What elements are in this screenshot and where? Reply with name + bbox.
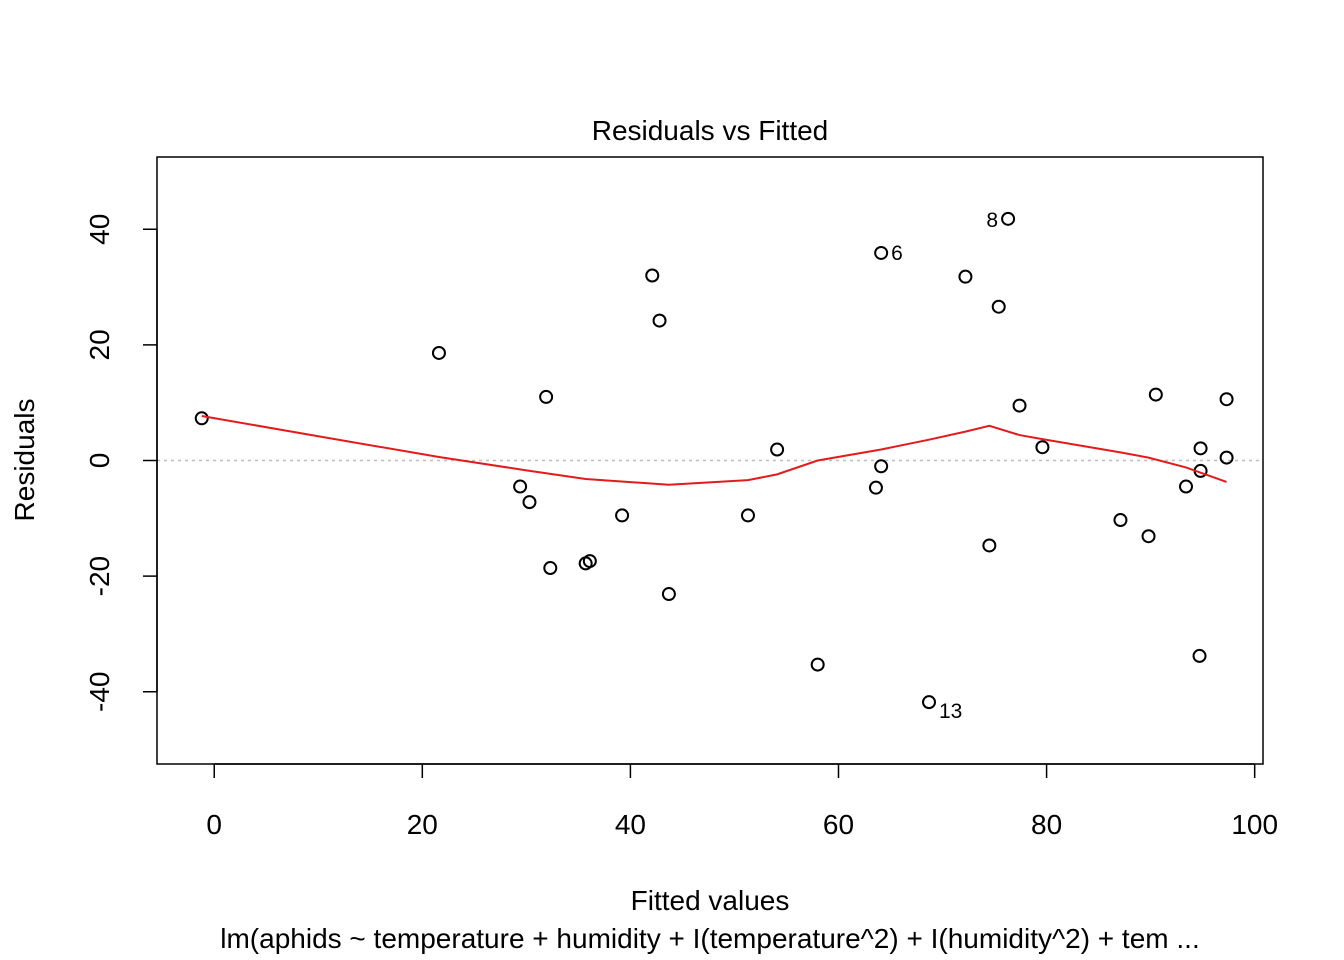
x-tick-label: 0 bbox=[206, 809, 222, 840]
x-axis-label: Fitted values bbox=[631, 885, 790, 916]
plot-area: 6 13 8 bbox=[157, 209, 1263, 723]
x-tick-label: 40 bbox=[615, 809, 646, 840]
data-point bbox=[652, 313, 667, 328]
data-point bbox=[1219, 392, 1234, 407]
data-point bbox=[1193, 441, 1208, 456]
data-point bbox=[645, 268, 660, 283]
data-point bbox=[922, 695, 937, 710]
data-point bbox=[1035, 440, 1050, 455]
data-point bbox=[1113, 513, 1128, 528]
y-tick-label: 40 bbox=[84, 214, 115, 245]
data-point bbox=[543, 561, 558, 576]
x-tick-label: 80 bbox=[1031, 809, 1062, 840]
data-point bbox=[522, 495, 537, 510]
model-formula-subtitle: lm(aphids ~ temperature + humidity + I(t… bbox=[220, 923, 1199, 954]
data-point bbox=[810, 657, 825, 672]
smooth-line bbox=[201, 415, 1227, 486]
data-point bbox=[194, 411, 209, 426]
data-point bbox=[1001, 211, 1016, 226]
data-point bbox=[770, 442, 785, 457]
y-tick-label: -40 bbox=[84, 672, 115, 712]
data-point bbox=[1219, 450, 1234, 465]
data-point bbox=[874, 459, 889, 474]
data-point bbox=[982, 538, 997, 553]
data-point bbox=[1179, 479, 1194, 494]
data-point bbox=[1148, 387, 1163, 402]
chart-title: Residuals vs Fitted bbox=[592, 115, 829, 146]
points-layer bbox=[194, 211, 1234, 710]
data-point bbox=[615, 508, 630, 523]
data-point bbox=[431, 345, 446, 360]
data-point bbox=[868, 480, 883, 495]
point-label: 13 bbox=[939, 700, 962, 723]
data-point bbox=[1192, 648, 1207, 663]
data-point bbox=[740, 508, 755, 523]
point-label: 8 bbox=[986, 209, 998, 232]
data-point bbox=[874, 245, 889, 260]
data-point bbox=[539, 389, 554, 404]
data-point bbox=[958, 269, 973, 284]
point-label: 6 bbox=[891, 242, 903, 265]
x-tick-label: 60 bbox=[823, 809, 854, 840]
data-point bbox=[513, 479, 528, 494]
y-tick-label: 0 bbox=[84, 453, 115, 469]
point-labels-layer: 6 13 8 bbox=[891, 209, 998, 723]
data-point bbox=[1012, 398, 1027, 413]
data-point bbox=[991, 299, 1006, 314]
y-axis-label: Residuals bbox=[9, 399, 40, 522]
data-point bbox=[1141, 529, 1156, 544]
data-point bbox=[582, 554, 597, 569]
data-point bbox=[661, 587, 676, 602]
y-axis: -40 -20 0 20 40 bbox=[84, 214, 158, 712]
y-tick-label: -20 bbox=[84, 556, 115, 596]
x-tick-label: 20 bbox=[407, 809, 438, 840]
x-tick-label: 100 bbox=[1231, 809, 1278, 840]
x-axis: 0 20 40 60 80 100 bbox=[206, 763, 1278, 840]
y-tick-label: 20 bbox=[84, 329, 115, 360]
